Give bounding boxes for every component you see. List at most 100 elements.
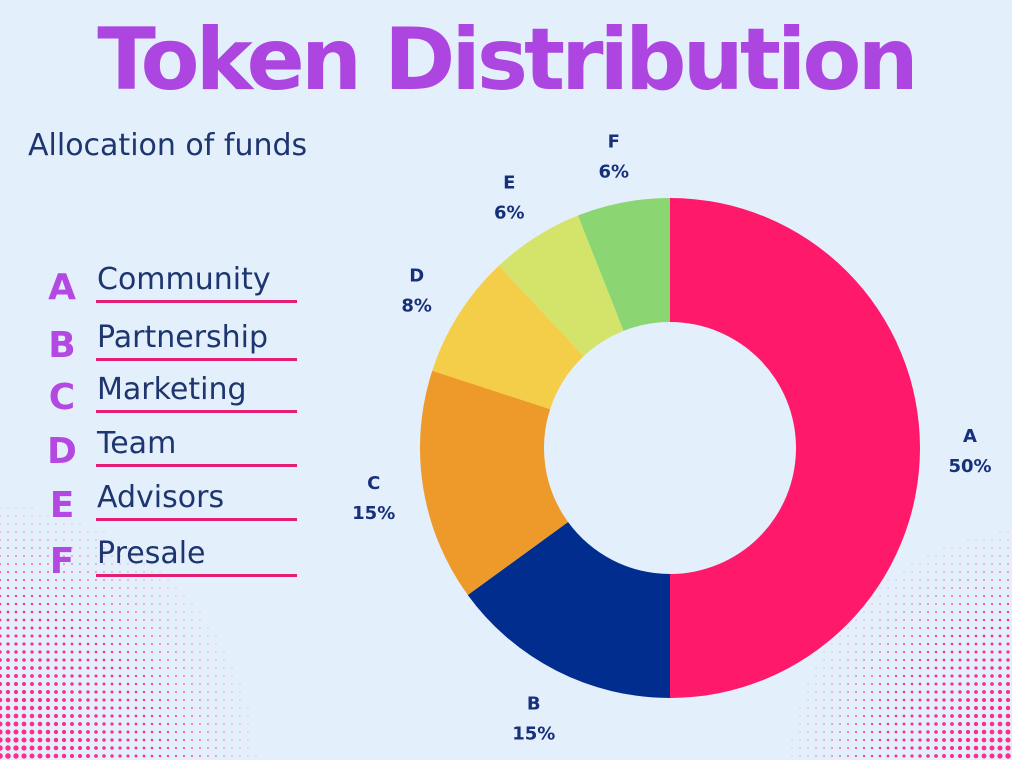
halftone-dot <box>86 698 90 702</box>
halftone-dot <box>981 721 987 727</box>
halftone-dot <box>110 682 114 686</box>
halftone-dot <box>70 722 74 726</box>
halftone-dot <box>142 706 146 710</box>
halftone-dot <box>30 618 34 622</box>
halftone-dot <box>990 626 994 630</box>
halftone-dot <box>183 747 185 749</box>
halftone-dot <box>839 731 841 733</box>
donut-slice-e <box>498 215 624 357</box>
halftone-dot <box>855 691 857 693</box>
halftone-dot <box>86 650 90 654</box>
halftone-dot <box>989 713 995 719</box>
halftone-dot <box>78 722 82 726</box>
halftone-dot <box>967 571 969 573</box>
halftone-dot <box>54 690 58 694</box>
halftone-dot <box>894 746 898 750</box>
halftone-dot <box>118 634 122 638</box>
halftone-dot <box>0 578 2 582</box>
halftone-dot <box>0 721 3 727</box>
halftone-dot <box>926 754 930 758</box>
halftone-dot <box>70 642 74 646</box>
donut-slice-f <box>577 198 670 331</box>
halftone-dot <box>135 587 137 589</box>
halftone-dot <box>871 603 873 605</box>
halftone-dot <box>991 563 993 565</box>
halftone-dot <box>959 547 961 549</box>
halftone-dot <box>191 643 193 645</box>
halftone-dot <box>910 666 914 670</box>
halftone-dot <box>191 603 193 605</box>
halftone-dot <box>998 674 1002 678</box>
halftone-dot <box>151 587 153 589</box>
halftone-dot <box>46 610 50 614</box>
halftone-dot <box>974 626 978 630</box>
halftone-dot <box>119 571 121 573</box>
halftone-dot <box>183 707 185 709</box>
halftone-dot <box>950 722 954 726</box>
halftone-dot <box>159 619 161 621</box>
halftone-dot <box>78 674 82 678</box>
slice-value-c: 15% <box>352 503 395 524</box>
halftone-dot <box>61 713 67 719</box>
halftone-dot <box>7 515 9 517</box>
halftone-dot <box>110 754 114 758</box>
legend-item-marketing: C Marketing <box>0 372 320 422</box>
halftone-dot <box>879 683 881 685</box>
halftone-dot <box>159 667 161 669</box>
halftone-dot <box>45 705 51 711</box>
halftone-dot <box>855 627 857 629</box>
halftone-dot <box>231 699 233 701</box>
halftone-dot <box>839 699 841 701</box>
halftone-dot <box>918 650 922 654</box>
halftone-dot <box>118 722 122 726</box>
halftone-dot <box>973 753 979 759</box>
halftone-dot <box>799 715 801 717</box>
halftone-dot <box>63 547 65 549</box>
halftone-dot <box>31 547 33 549</box>
halftone-dot <box>1007 563 1009 565</box>
halftone-dot <box>839 723 841 725</box>
halftone-dot <box>71 571 73 573</box>
halftone-dot <box>990 610 994 614</box>
halftone-dot <box>143 587 145 589</box>
halftone-dot <box>855 699 857 701</box>
halftone-dot <box>950 642 954 646</box>
halftone-dot <box>973 745 979 751</box>
halftone-dot <box>62 626 66 630</box>
halftone-dot <box>126 642 130 646</box>
halftone-dot <box>959 571 961 573</box>
halftone-dot <box>158 682 162 686</box>
halftone-dot <box>7 531 9 533</box>
halftone-dot <box>207 723 209 725</box>
halftone-dot <box>1005 705 1011 711</box>
halftone-dot <box>839 715 841 717</box>
halftone-dot <box>78 690 82 694</box>
halftone-dot <box>159 603 161 605</box>
halftone-dot <box>990 642 994 646</box>
halftone-dot <box>175 651 177 653</box>
halftone-dot <box>175 715 177 717</box>
halftone-dot <box>895 619 897 621</box>
halftone-dot <box>22 594 26 598</box>
halftone-dot <box>13 705 19 711</box>
halftone-dot <box>31 563 33 565</box>
halftone-dot <box>135 603 137 605</box>
halftone-dot <box>966 618 970 622</box>
halftone-dot <box>38 650 42 654</box>
halftone-dot <box>959 603 961 605</box>
halftone-dot <box>855 739 857 741</box>
halftone-dot <box>62 682 66 686</box>
halftone-dot <box>0 745 3 751</box>
halftone-dot <box>46 642 50 646</box>
halftone-dot <box>191 715 193 717</box>
halftone-dot <box>910 754 914 758</box>
halftone-dot <box>110 706 114 710</box>
halftone-dot <box>934 706 938 710</box>
halftone-dot <box>151 659 153 661</box>
halftone-dot <box>191 747 193 749</box>
halftone-dot <box>815 707 817 709</box>
halftone-dot <box>166 722 170 726</box>
halftone-dot <box>199 715 201 717</box>
halftone-dot <box>191 675 193 677</box>
halftone-dot <box>15 531 17 533</box>
